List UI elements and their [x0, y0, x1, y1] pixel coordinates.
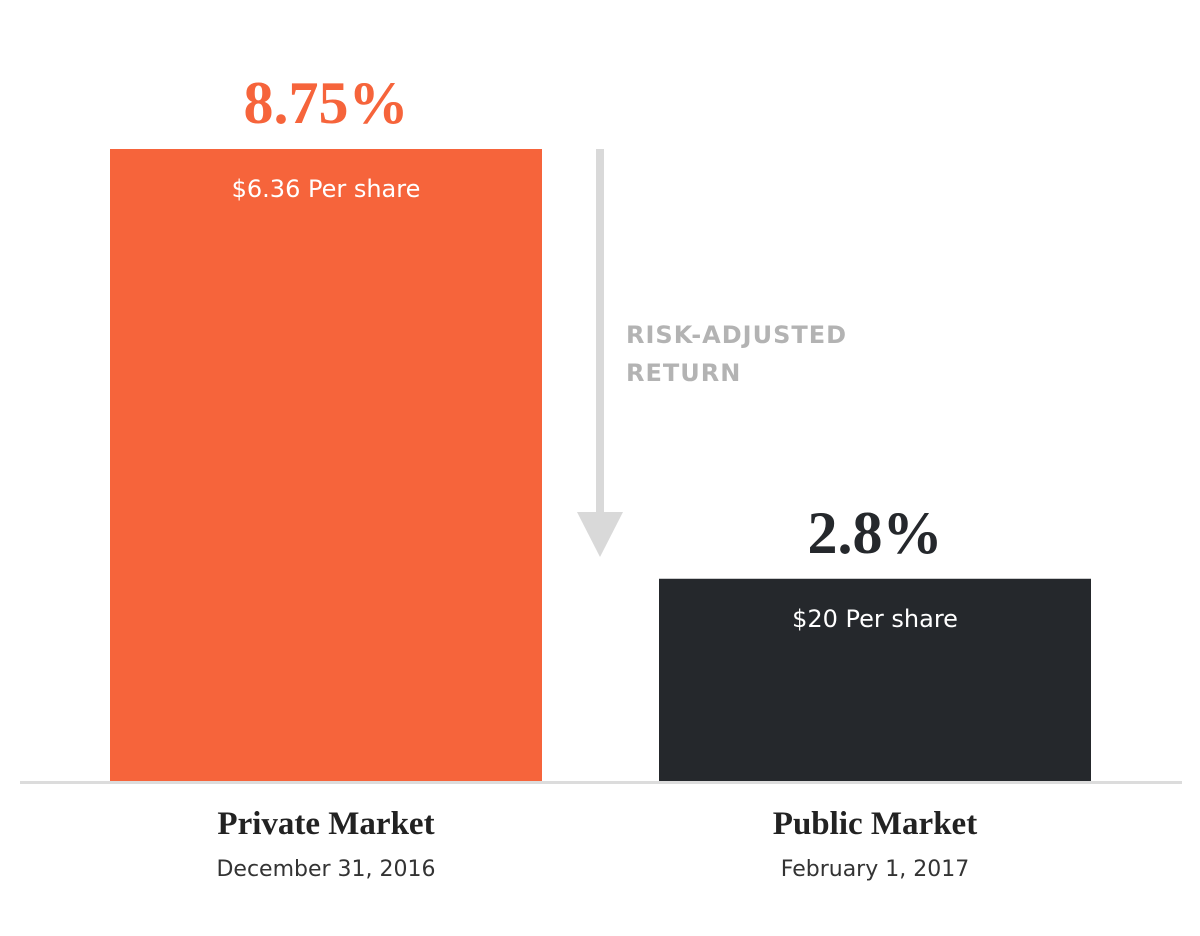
bar-label-1: $6.36 Per share — [232, 175, 421, 203]
arrow-shaft — [596, 149, 604, 517]
bar-1 — [110, 149, 542, 781]
category-date-1: December 31, 2016 — [216, 857, 435, 882]
category-label-1: Private Market — [217, 806, 434, 842]
arrow-head — [577, 512, 623, 557]
category-date-2: February 1, 2017 — [781, 857, 969, 882]
category-label-2: Public Market — [773, 806, 977, 842]
bar-label-2: $20 Per share — [792, 605, 958, 633]
value-label-1: 8.75% — [244, 70, 409, 136]
value-label-2: 2.8% — [808, 500, 943, 566]
bar-2 — [659, 578, 1091, 781]
annotation-line-2: RETURN — [626, 359, 741, 387]
annotation-line-1: RISK-ADJUSTED — [626, 321, 847, 349]
